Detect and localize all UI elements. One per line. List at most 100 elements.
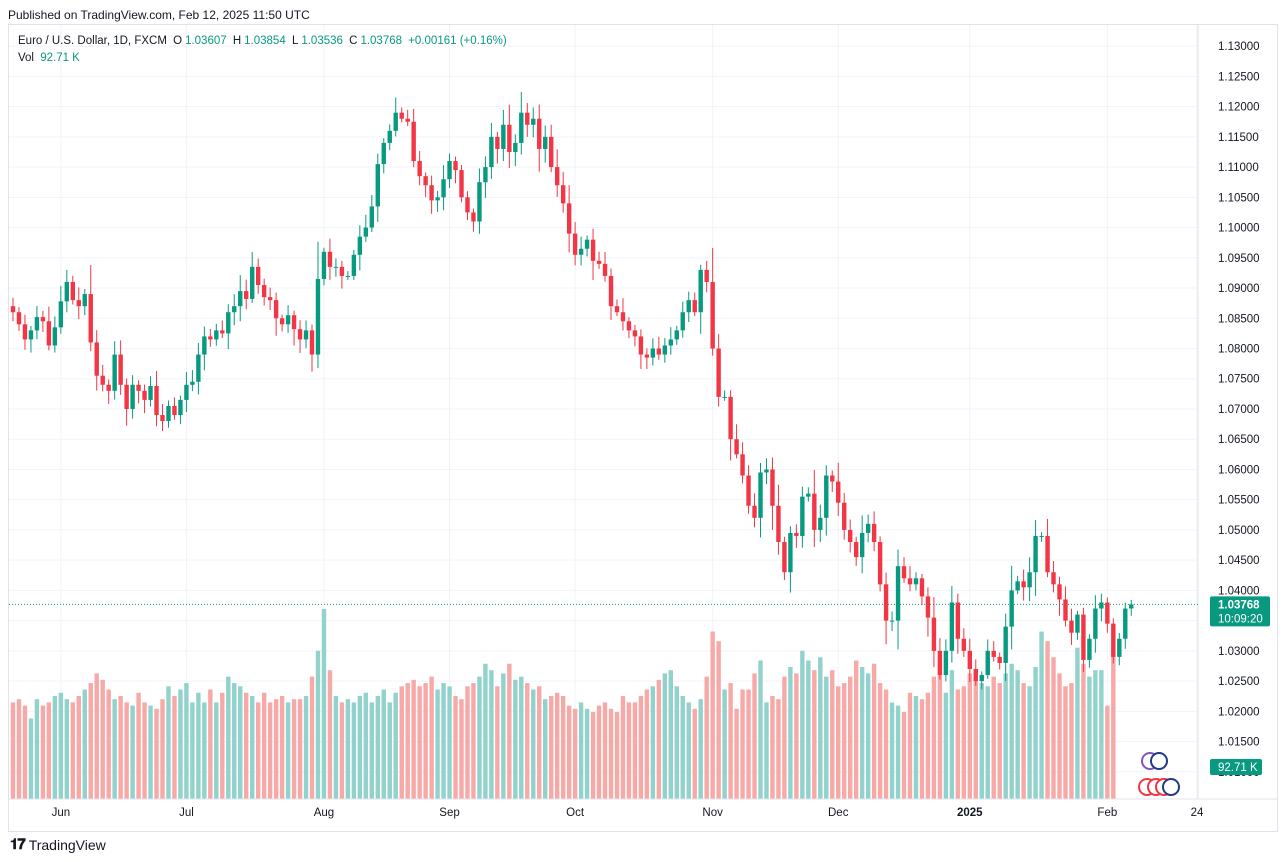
candle (94, 342, 99, 376)
volume-bar (34, 699, 40, 799)
low-label: L (291, 35, 299, 47)
volume-bar (662, 673, 668, 799)
volume-bar (740, 689, 745, 799)
candle (746, 475, 751, 506)
candle (889, 620, 895, 622)
volume-bar (543, 699, 548, 799)
y-tick-label: 1.08000 (1218, 344, 1260, 356)
y-tick-label: 1.10500 (1218, 192, 1260, 204)
volume-bar (1015, 670, 1020, 799)
candle (554, 167, 560, 186)
volume-bar (842, 683, 847, 799)
volume-bar (501, 673, 506, 799)
volume-bar (94, 673, 99, 799)
candle (100, 375, 105, 385)
volume-bar (22, 705, 28, 799)
volume-legend: Vol 92.71 K (18, 52, 83, 64)
candle (531, 118, 536, 125)
candle (28, 330, 34, 340)
candle (824, 475, 829, 518)
volume-bar (10, 702, 16, 799)
volume-bar (943, 692, 949, 799)
volume-bar (1045, 641, 1050, 799)
candle (812, 493, 817, 530)
volume-bars (10, 609, 1116, 799)
candle (877, 542, 883, 585)
volume-bar (381, 689, 386, 799)
footer-brand[interactable]: 𝟏𝟕 TradingView (10, 836, 106, 853)
candle (453, 161, 458, 171)
volume-bar (919, 699, 925, 799)
candle (387, 130, 392, 143)
candle (608, 275, 614, 307)
volume-bar (883, 689, 889, 799)
chart-frame (8, 24, 1278, 832)
candle (507, 124, 512, 152)
candle (859, 532, 865, 558)
candle (955, 602, 961, 639)
volume-bar (148, 705, 153, 799)
volume-bar (1087, 676, 1092, 799)
grid-lines (9, 25, 1198, 799)
volume-bar (836, 686, 841, 799)
candle (333, 266, 339, 268)
candle (931, 617, 937, 651)
candle (184, 384, 189, 400)
candle (273, 300, 279, 319)
volume-bar (393, 692, 398, 799)
y-tick-label: 1.09500 (1218, 253, 1260, 265)
volume-bar (214, 702, 219, 799)
volume-bar (800, 650, 805, 799)
volume-bar (375, 695, 380, 799)
high-value: 1.03854 (244, 35, 286, 47)
volume-bar (692, 708, 697, 799)
volume-bar (387, 702, 392, 799)
candle (961, 638, 967, 651)
candle (172, 405, 177, 416)
candle (339, 266, 345, 276)
candle (435, 197, 440, 201)
volume-bar (782, 676, 787, 799)
volume-bar (82, 689, 87, 799)
candle (614, 306, 620, 313)
candle (465, 197, 470, 213)
time-axis: Jun Jul Aug Sep Oct Nov Dec 2025 Feb 24 (52, 807, 1204, 819)
candle (836, 481, 841, 503)
candle (1129, 604, 1134, 609)
candle (853, 542, 859, 558)
volume-bar (369, 702, 374, 799)
candle (40, 317, 46, 322)
volume-bar (644, 689, 650, 799)
volume-bar (686, 702, 691, 799)
y-tick-label: 1.07500 (1218, 374, 1260, 386)
candle (250, 266, 255, 299)
volume-bar (698, 699, 703, 799)
volume-bar (734, 708, 739, 799)
volume-bar (704, 676, 709, 799)
volume-bar (650, 686, 656, 799)
volume-bar (489, 670, 494, 799)
candle (985, 650, 990, 676)
volume-badge-label: 92.71 K (1218, 762, 1258, 774)
volume-bar (967, 673, 972, 799)
candle (16, 312, 22, 325)
candle (154, 385, 159, 416)
volume-bar (124, 702, 129, 799)
x-tick-label: Dec (828, 807, 849, 819)
volume-bar (279, 695, 285, 799)
vol-label: Vol (18, 52, 34, 64)
volume-bar (28, 718, 34, 799)
volume-bar (853, 660, 859, 799)
candle (1081, 614, 1086, 660)
volume-bar (291, 699, 297, 799)
volume-bar (184, 683, 189, 799)
candle (734, 439, 739, 455)
open-value: 1.03607 (185, 35, 227, 47)
volume-bar (1057, 673, 1062, 799)
candle (788, 532, 793, 573)
candle (549, 136, 554, 168)
volume-bar (417, 686, 422, 799)
candle (357, 236, 363, 255)
volume-bar (255, 702, 261, 799)
